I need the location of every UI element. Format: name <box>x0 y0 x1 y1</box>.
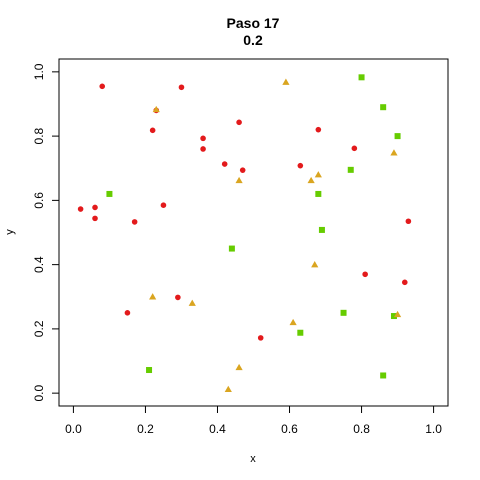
circle-point <box>352 146 358 152</box>
chart-subtitle: 0.2 <box>243 32 263 48</box>
circle-point <box>175 295 181 301</box>
circle-point <box>236 119 242 125</box>
triangle-point <box>235 177 242 183</box>
circle-point <box>362 271 368 277</box>
x-tick-label: 0.8 <box>353 422 370 436</box>
x-tick-label: 1.0 <box>425 422 442 436</box>
square-point <box>146 367 152 373</box>
triangle-point <box>390 149 397 155</box>
circle-point <box>200 146 206 152</box>
y-axis-label: y <box>4 229 16 235</box>
x-tick-label: 0.6 <box>281 422 298 436</box>
circle-point <box>161 202 167 208</box>
circle-point <box>240 167 246 173</box>
x-tick-label: 0.2 <box>137 422 154 436</box>
y-tick-label: 1.0 <box>32 63 46 80</box>
circle-point <box>150 128 156 134</box>
triangle-point <box>225 386 232 392</box>
triangle-point <box>153 106 160 112</box>
circle-point <box>99 84 105 90</box>
triangle-point <box>308 177 315 183</box>
circle-point <box>406 218 412 224</box>
circle-point <box>92 216 98 222</box>
circle-point <box>200 136 206 142</box>
circle-point <box>258 335 264 341</box>
y-tick-label: 0.0 <box>32 384 46 401</box>
triangle-point <box>315 171 322 177</box>
triangle-point <box>290 319 297 325</box>
square-point <box>229 246 235 252</box>
triangle-point <box>189 300 196 306</box>
circle-point <box>132 219 138 225</box>
x-axis-label: x <box>250 453 256 465</box>
circle-point <box>316 127 322 133</box>
circle-point <box>298 163 304 169</box>
circle-point <box>125 310 131 316</box>
square-point <box>319 227 325 233</box>
triangle-point <box>235 364 242 370</box>
chart-title: Paso 17 <box>227 15 280 31</box>
square-point <box>315 191 321 197</box>
square-point <box>348 167 354 173</box>
square-point <box>106 191 112 197</box>
circle-point <box>179 84 185 90</box>
data-points <box>78 74 411 392</box>
y-axis: 0.0 0.2 0.4 0.6 0.8 1.0 <box>32 63 59 401</box>
circle-point <box>78 206 84 212</box>
y-tick-label: 0.2 <box>32 320 46 337</box>
y-tick-label: 0.4 <box>32 256 46 273</box>
plot-frame <box>59 59 448 406</box>
circle-point <box>92 205 98 211</box>
y-tick-label: 0.6 <box>32 192 46 209</box>
square-point <box>341 310 347 316</box>
triangle-point <box>311 261 318 267</box>
square-point <box>297 330 303 336</box>
square-point <box>359 74 365 80</box>
circle-point <box>402 280 408 286</box>
square-point <box>380 104 386 110</box>
x-axis: 0.0 0.2 0.4 0.6 0.8 1.0 <box>65 406 442 436</box>
x-tick-label: 0.0 <box>65 422 82 436</box>
triangle-point <box>282 79 289 85</box>
square-point <box>380 372 386 378</box>
square-point <box>395 133 401 139</box>
triangle-point <box>149 293 156 299</box>
circle-point <box>222 161 228 167</box>
x-tick-label: 0.4 <box>209 422 226 436</box>
y-tick-label: 0.8 <box>32 127 46 144</box>
